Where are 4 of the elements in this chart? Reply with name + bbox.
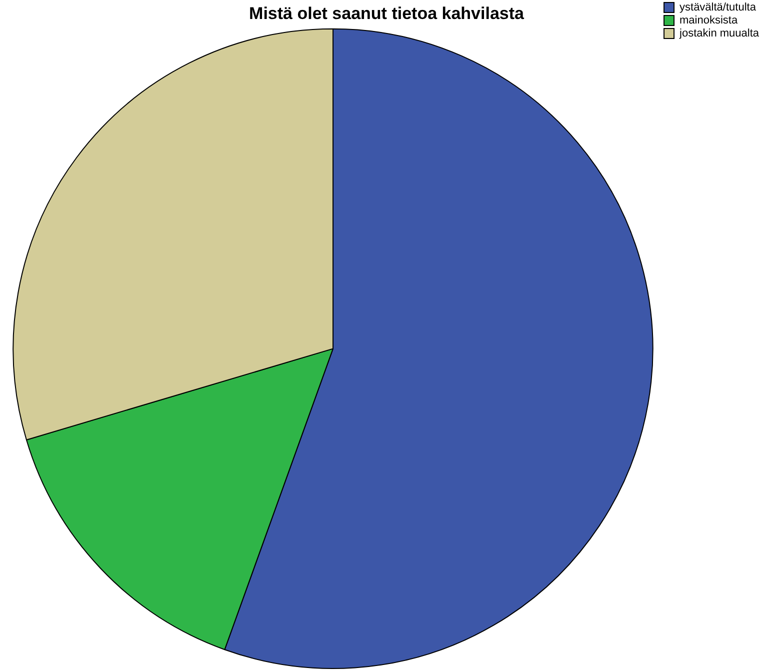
legend-label: mainoksista	[680, 14, 738, 27]
legend-label: jostakin muualta	[678, 28, 760, 40]
legend-label: ystävältä/tutulta	[680, 2, 757, 14]
chart-title: Mistä olet saanut tietoa kahvilasta	[249, 4, 525, 23]
